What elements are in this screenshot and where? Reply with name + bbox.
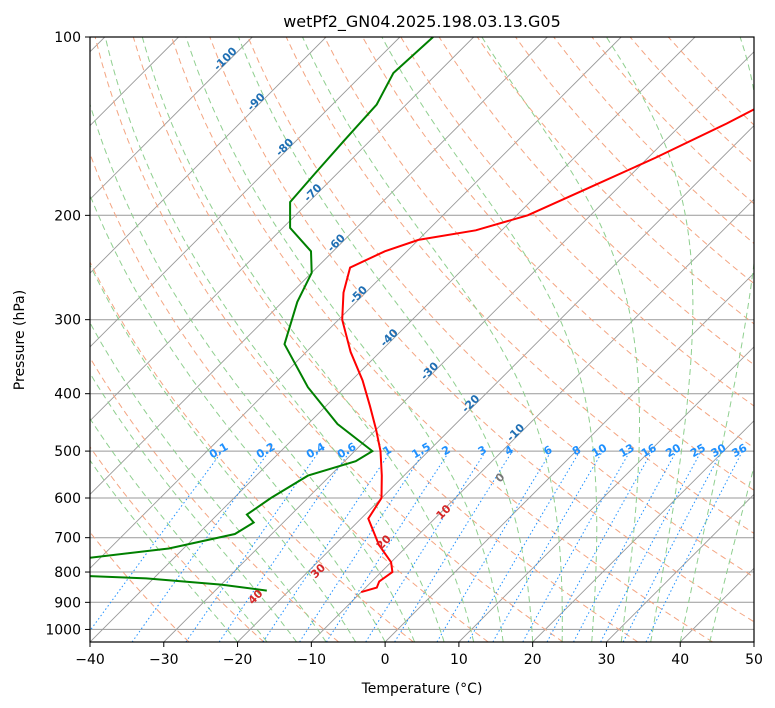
isotherm-line [90,37,253,200]
dry-adiabat-line [209,37,754,623]
dry-adiabat-line [94,37,564,642]
chart-title: wetPf2_GN04.2025.198.03.13.G05 [283,12,561,32]
moist-adiabat-line [90,321,327,642]
dry-adiabat-line [90,356,339,642]
mixing-ratio-line [546,450,653,642]
dry-adiabat-line [90,446,265,642]
x-tick-label: −20 [223,652,253,668]
moist-adiabat-line [709,464,754,642]
y-tick-label: 800 [54,565,81,581]
x-tick-label: 20 [524,652,542,668]
moist-adiabat-line [104,37,445,642]
x-axis: −40 −30 −20 −10 0 10 20 30 40 50 [75,642,763,668]
moist-adiabat-line [90,102,416,642]
moist-adiabat-line [238,37,534,642]
isotherm-line [163,51,754,642]
moist-adiabat-line [381,37,598,642]
moist-adiabat-line [141,37,475,642]
mixing-ratio-line [394,450,513,642]
dry-adiabat-line [323,37,754,491]
moist-adiabat-line [90,372,297,642]
dry-adiabat-line [438,37,754,366]
x-tick-label: −10 [297,652,327,668]
x-axis-label: Temperature (°C) [361,681,483,697]
dry-adiabat-line [171,37,713,642]
isotherm-line [237,124,754,642]
isotherm-line [90,37,401,348]
x-tick-label: −30 [149,652,179,668]
isotherm-line [532,420,754,642]
y-tick-label: 100 [54,30,81,46]
moist-adiabat-line [679,37,754,642]
isotherm-line [90,37,622,569]
x-tick-label: 40 [671,652,689,668]
x-tick-label: 10 [450,652,468,668]
isotherm-line [90,37,475,422]
temperature-line [341,108,754,594]
y-tick-label: 500 [54,444,81,460]
x-tick-label: 0 [381,652,390,668]
x-tick-label: −40 [75,652,105,668]
moist-adiabat-line [302,37,563,642]
y-tick-label: 900 [54,595,81,611]
plot-frame [89,36,755,643]
isotherm-line [90,37,548,496]
isotherm-line [458,346,754,642]
y-axis: 100 200 300 400 500 600 700 800 900 1000 [45,30,90,638]
mixing-ratio-line [645,450,743,642]
isotherm-line [606,493,754,642]
mixing-ratio-line [262,450,392,642]
moist-adiabat-line [481,37,640,642]
y-tick-label: 600 [54,491,81,507]
moist-adiabat-line [90,459,238,642]
x-tick-label: 30 [598,652,616,668]
mixing-ratio-line [522,450,631,642]
dry-adiabat-line [285,37,754,535]
y-tick-label: 1000 [45,622,81,638]
mixing-ratio-line [90,450,223,632]
y-tick-label: 300 [54,313,81,329]
mixing-ratio-line [185,450,320,642]
moist-adiabat-line [605,37,694,642]
dry-adiabat-line [515,37,754,285]
mixing-ratio-line [218,450,351,642]
y-tick-label: 700 [54,531,81,547]
y-tick-label: 400 [54,387,81,403]
mixing-ratio-line [299,450,426,642]
mixing-ratio-line [325,450,450,642]
dry-adiabat-line [476,37,754,325]
moist-adiabat-line [185,37,504,642]
moist-adiabat-line [90,417,268,642]
dewpoint-line [90,37,434,592]
y-tick-label: 200 [54,208,81,224]
isotherm-line [90,37,327,274]
grid-layer [90,37,754,642]
x-tick-label: 50 [745,652,763,668]
y-axis-label: Pressure (hPa) [12,290,28,390]
isotherm-line [90,37,696,642]
isotherm-line [384,272,754,642]
mixing-ratio-line [573,450,677,642]
dry-adiabat-line [247,37,754,578]
moist-adiabat-line [90,193,386,642]
dry-adiabat-line [90,260,414,642]
series-layer [90,37,754,594]
moist-adiabat-line [90,263,357,642]
dry-adiabat-line [132,37,639,642]
mixing-ratio-line [131,450,270,642]
